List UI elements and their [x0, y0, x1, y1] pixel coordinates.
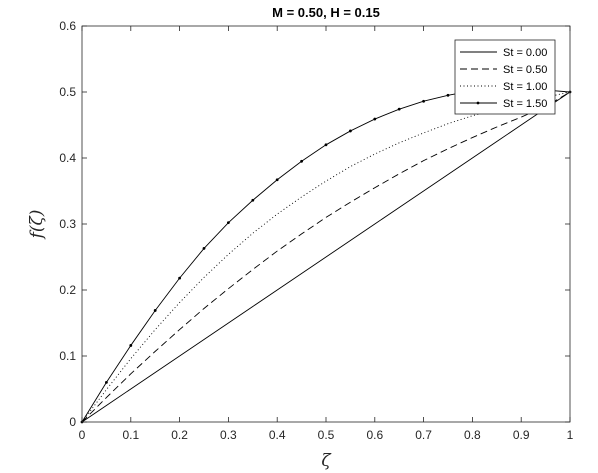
- series-point: [300, 159, 303, 163]
- series-point: [178, 276, 182, 280]
- series-point: [349, 129, 352, 133]
- y-tick-label: 0: [69, 415, 76, 429]
- series-line-1: [81, 91, 571, 423]
- series-point: [397, 107, 401, 111]
- series-point: [446, 93, 450, 97]
- series-point: [251, 198, 255, 202]
- x-tick-label: 1: [567, 428, 574, 442]
- series-line-2: [81, 91, 571, 423]
- series-point: [202, 247, 206, 250]
- legend: St = 0.00 St = 0.50 St = 1.00 St = 1.50: [454, 39, 556, 115]
- series-point: [324, 143, 328, 147]
- x-tick-label: 0.6: [366, 428, 383, 442]
- x-tick-label: 0.7: [415, 428, 432, 442]
- x-tick-label: 0: [79, 428, 86, 442]
- x-tick-label: 0.4: [269, 428, 286, 442]
- legend-label: St = 0.00: [503, 47, 547, 59]
- legend-label: St = 0.50: [503, 64, 547, 76]
- series-line-0: [81, 91, 571, 423]
- y-tick-label: 0.3: [59, 217, 76, 231]
- series-point: [373, 117, 377, 121]
- series-point: [105, 381, 108, 384]
- legend-label: St = 1.00: [503, 81, 547, 93]
- x-tick-label: 0.5: [318, 428, 335, 442]
- x-tick-label: 0.2: [171, 428, 188, 442]
- series-point: [153, 309, 157, 312]
- y-tick-label: 0.4: [59, 151, 76, 165]
- x-tick-label: 0.9: [513, 428, 530, 442]
- y-axis-label: f(ζ): [27, 210, 47, 241]
- series-point: [422, 99, 425, 103]
- x-axis-label: ζ: [321, 451, 332, 471]
- x-axis: 0 0.1 0.2 0.3 0.4 0.5 0.6 0.7 0.8 0.9 1: [79, 26, 574, 442]
- x-tick-label: 0.3: [220, 428, 237, 442]
- y-axis: 0 0.1 0.2 0.3 0.4 0.5 0.6: [59, 19, 570, 429]
- chart-title: M = 0.50, H = 0.15: [272, 5, 380, 20]
- legend-marker: [476, 101, 480, 105]
- series-point: [275, 178, 279, 182]
- legend-label: St = 1.50: [503, 98, 547, 110]
- y-tick-label: 0.2: [59, 283, 76, 297]
- series-point: [227, 221, 230, 225]
- series-line-3: [81, 87, 571, 423]
- series-point: [129, 344, 133, 347]
- y-tick-label: 0.6: [59, 19, 76, 33]
- y-tick-label: 0.1: [59, 349, 76, 363]
- y-tick-label: 0.5: [59, 85, 76, 99]
- x-tick-label: 0.8: [464, 428, 481, 442]
- series-layer: [80, 86, 572, 424]
- x-tick-label: 0.1: [122, 428, 139, 442]
